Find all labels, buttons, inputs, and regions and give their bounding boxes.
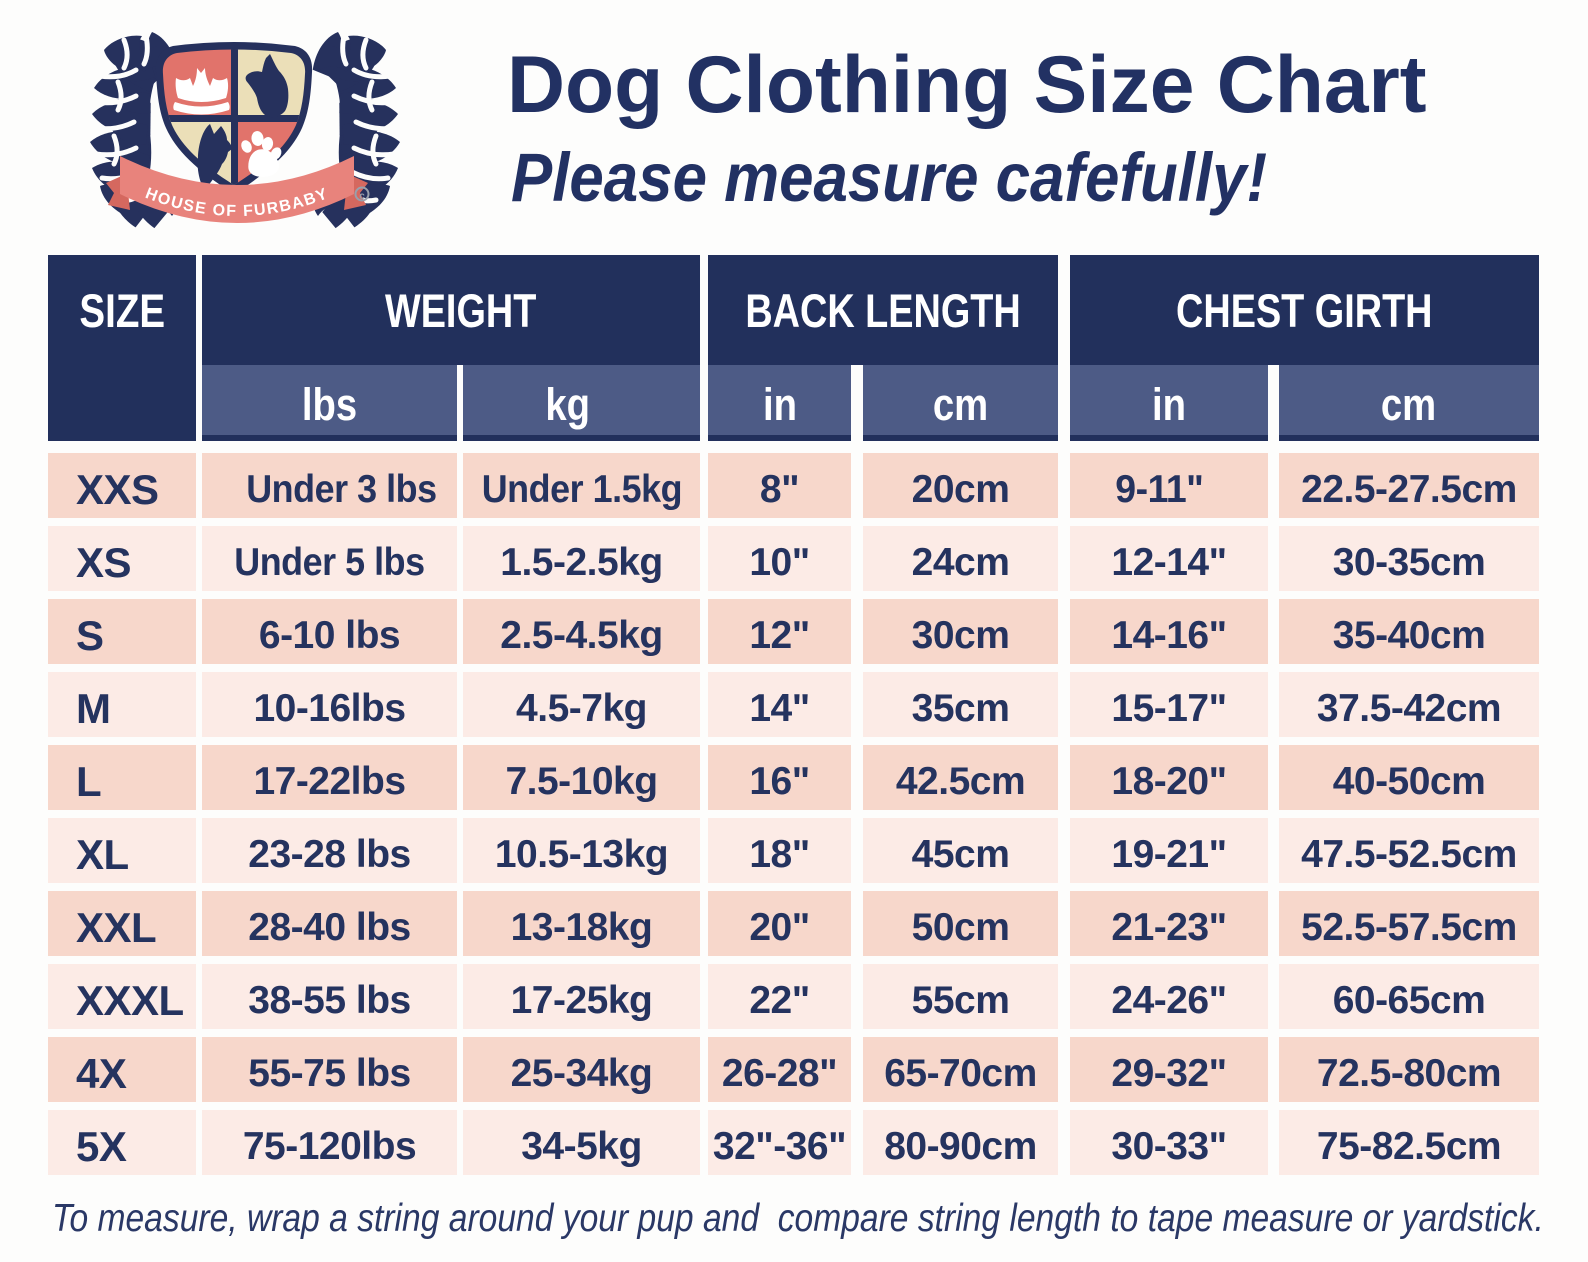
svg-text:c: c — [359, 191, 365, 202]
